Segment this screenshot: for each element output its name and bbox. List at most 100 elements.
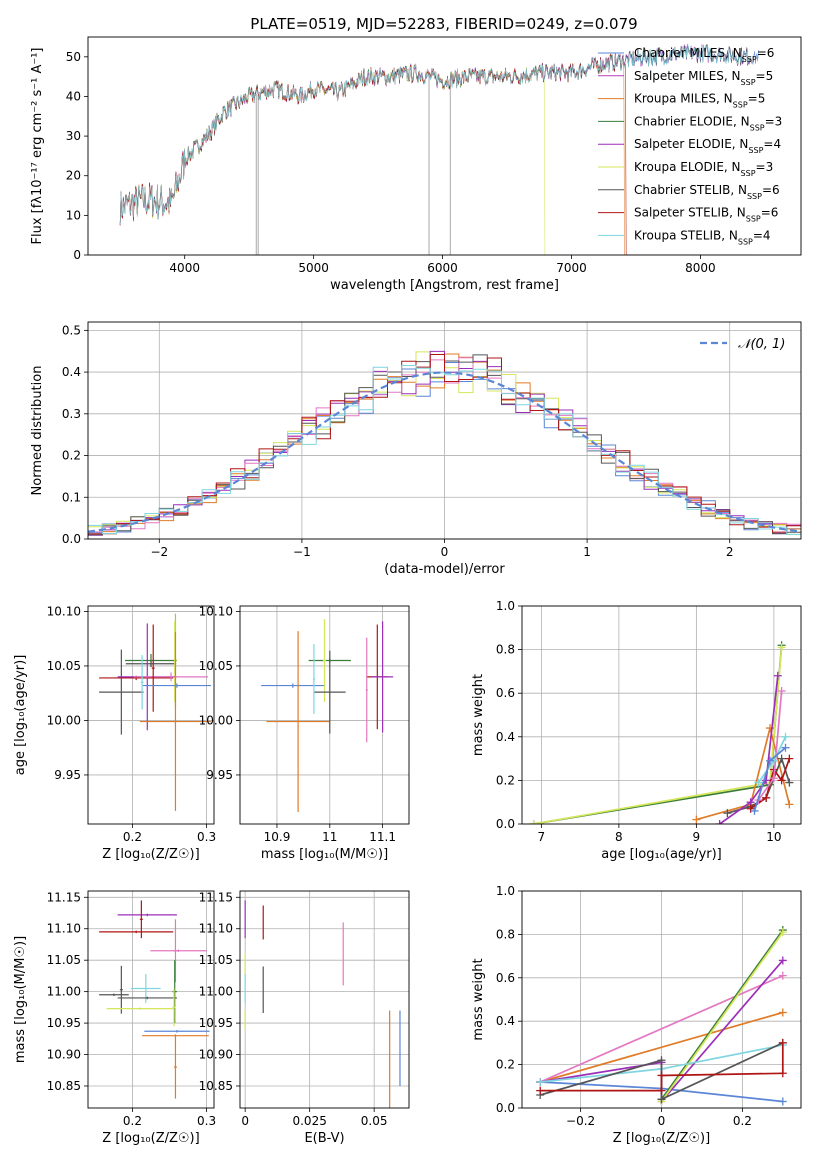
x-tick-label: −0.2 bbox=[566, 1114, 595, 1128]
x-axis-label: Z [log₁₀(Z/Z☉)] bbox=[102, 1131, 199, 1146]
weight-point-marker bbox=[657, 1095, 666, 1104]
x-tick-label: 0.2 bbox=[123, 830, 142, 844]
legend: Chabrier MILES, NSSP=6 Salpeter MILES, NS… bbox=[598, 46, 782, 246]
weight-point-marker bbox=[778, 928, 787, 937]
x-tick-label: −1 bbox=[293, 545, 311, 559]
y-axis-label: mass weight bbox=[471, 674, 486, 756]
plot-area bbox=[536, 926, 787, 1106]
y-tick-label: 40 bbox=[66, 89, 81, 103]
weight-point-marker bbox=[778, 1069, 787, 1078]
x-tick-label: 0 bbox=[241, 1114, 249, 1128]
x-axis-label: (data-model)/error bbox=[384, 562, 505, 577]
y-tick-label: 10.00 bbox=[199, 713, 233, 727]
legend-label: Salpeter MILES, NSSP=5 bbox=[634, 69, 773, 87]
weight-point-marker bbox=[692, 815, 701, 824]
y-tick-label: 11.15 bbox=[47, 890, 81, 904]
weight-point-marker bbox=[778, 1097, 787, 1106]
plot-area bbox=[88, 350, 801, 536]
x-tick-label: 0.3 bbox=[197, 1114, 216, 1128]
x-axis-label: wavelength [Angstrom, rest frame] bbox=[330, 278, 559, 293]
legend-label: Chabrier STELIB, NSSP=6 bbox=[634, 183, 780, 201]
y-tick-label: 9.95 bbox=[206, 768, 233, 782]
y-tick-label: 11.05 bbox=[199, 953, 233, 967]
y-tick-label: 0.2 bbox=[496, 773, 515, 787]
plot-area bbox=[261, 619, 394, 813]
y-tick-label: 1.0 bbox=[496, 884, 515, 898]
y-tick-label: 10.05 bbox=[199, 659, 233, 673]
weight-point-marker bbox=[778, 956, 787, 965]
weight-point-marker bbox=[657, 1071, 666, 1080]
y-tick-label: 11.00 bbox=[199, 985, 233, 999]
x-tick-label: 8 bbox=[615, 830, 623, 844]
weight-point-marker bbox=[777, 643, 786, 652]
x-tick-label: 11 bbox=[322, 830, 337, 844]
y-axis-label: mass [log₁₀(M/M☉)] bbox=[13, 936, 28, 1063]
grid bbox=[88, 606, 214, 824]
weight-series-line bbox=[533, 645, 783, 824]
y-tick-label: 10.95 bbox=[199, 1016, 233, 1030]
y-tick-label: 10.10 bbox=[199, 604, 233, 618]
y-tick-label: 0.6 bbox=[496, 686, 515, 700]
y-tick-label: 0.0 bbox=[62, 532, 81, 546]
x-tick-label: 10 bbox=[766, 830, 781, 844]
x-tick-label: 10.9 bbox=[264, 830, 291, 844]
y-axis-label: Normed distribution bbox=[30, 366, 45, 496]
weight-point-marker bbox=[777, 754, 786, 763]
y-tick-label: 11.05 bbox=[47, 953, 81, 967]
weight-point-marker bbox=[785, 778, 794, 787]
y-tick-label: 0.0 bbox=[496, 817, 515, 831]
weight-point-marker bbox=[781, 732, 790, 741]
axes-frame bbox=[87, 321, 802, 540]
y-tick-label: 10.10 bbox=[47, 604, 81, 618]
weight-series-line bbox=[539, 1011, 784, 1083]
y-tick-label: 10.00 bbox=[47, 713, 81, 727]
legend-label: Salpeter STELIB, NSSP=6 bbox=[634, 206, 778, 224]
y-tick-label: 0.0 bbox=[496, 1101, 515, 1115]
x-axis-label: E(B-V) bbox=[304, 1131, 344, 1146]
weight-point-marker bbox=[778, 971, 787, 980]
weight-point-marker bbox=[715, 820, 724, 824]
panel-residuals: −2 −1 0 1 2 0.0 0.1 0.2 0.3 0.4 0.5 (data-model)/er… bbox=[30, 321, 802, 577]
plot-area bbox=[529, 641, 794, 824]
x-axis-label: Z [log₁₀(Z/Z☉)] bbox=[613, 1131, 710, 1146]
weight-point-marker bbox=[536, 1077, 545, 1086]
weight-point-marker bbox=[657, 1056, 666, 1065]
x-axis-label: Z [log₁₀(Z/Z☉)] bbox=[102, 847, 199, 862]
x-tick-label: 8000 bbox=[685, 261, 716, 275]
axes-frame bbox=[87, 605, 215, 825]
weight-series-line bbox=[539, 974, 784, 1083]
x-tick-label: 2 bbox=[726, 545, 734, 559]
plot-area bbox=[244, 900, 401, 1108]
y-tick-label: 10 bbox=[66, 208, 81, 222]
x-tick-label: 7 bbox=[538, 830, 546, 844]
axes-frame bbox=[239, 605, 410, 825]
weight-series-line bbox=[719, 675, 779, 824]
x-tick-label: 1 bbox=[583, 545, 591, 559]
weight-point-marker bbox=[762, 793, 771, 802]
x-tick-label: 6000 bbox=[427, 261, 458, 275]
y-axis-label: age [log₁₀(age/yr)] bbox=[13, 655, 28, 776]
x-tick-label: 0.2 bbox=[123, 1114, 142, 1128]
grid bbox=[240, 891, 409, 1108]
legend-label: Salpeter ELODIE, NSSP=4 bbox=[634, 137, 781, 155]
legend: 𝒩(0, 1) bbox=[700, 337, 785, 352]
y-tick-label: 10.05 bbox=[47, 659, 81, 673]
y-tick-label: 0.2 bbox=[62, 449, 81, 463]
y-tick-label: 1.0 bbox=[496, 599, 515, 613]
weight-series-line bbox=[660, 931, 784, 1102]
y-axis-label: Flux [fλ10⁻¹⁷ erg cm⁻² s⁻¹ A⁻¹] bbox=[30, 48, 45, 245]
panel-weight-vs-Z: −0.2 0 0.2 0.0 0.2 0.4 0.6 0.8 1.0 Z [log₁₀(Z/Z☉)… bbox=[471, 884, 802, 1146]
weight-point-marker bbox=[778, 1038, 787, 1047]
y-tick-label: 10.95 bbox=[47, 1016, 81, 1030]
x-tick-label: 0.025 bbox=[292, 1114, 326, 1128]
legend-label: Kroupa ELODIE, NSSP=3 bbox=[634, 160, 773, 178]
x-axis-label: age [log₁₀(age/yr)] bbox=[601, 847, 722, 862]
weight-point-marker bbox=[657, 1086, 666, 1095]
y-tick-label: 30 bbox=[66, 129, 81, 143]
figure-title: PLATE=0519, MJD=52283, FIBERID=0249, z=0… bbox=[250, 15, 637, 33]
y-tick-label: 0.2 bbox=[496, 1058, 515, 1072]
spectrum-series-line bbox=[119, 53, 752, 255]
weight-point-marker bbox=[723, 809, 732, 818]
plot-area bbox=[99, 613, 212, 811]
x-tick-label: 0 bbox=[658, 1114, 666, 1128]
